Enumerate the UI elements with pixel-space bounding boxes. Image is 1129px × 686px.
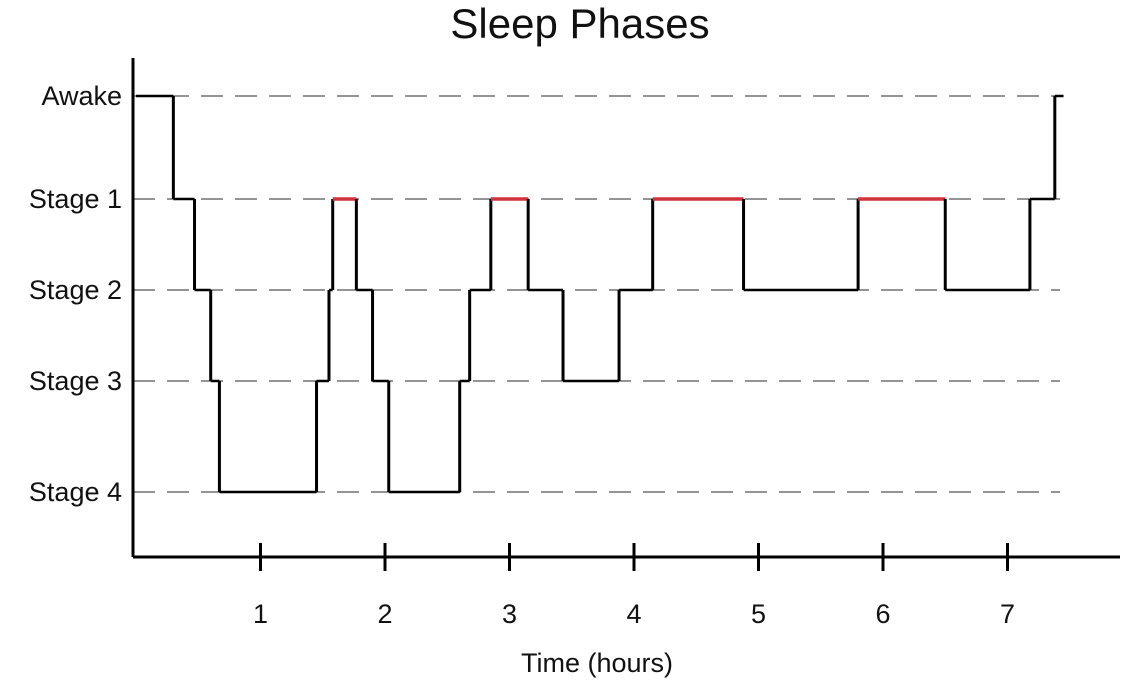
y-label-awake: Awake — [41, 81, 122, 111]
x-tick-label-6: 6 — [875, 599, 890, 629]
y-label-stage-1: Stage 1 — [29, 184, 122, 214]
x-axis-ticks: 1 2 3 4 5 6 7 — [253, 543, 1015, 629]
x-tick-label-3: 3 — [502, 599, 517, 629]
x-tick-label-5: 5 — [751, 599, 766, 629]
x-tick-label-4: 4 — [626, 599, 641, 629]
y-label-stage-3: Stage 3 — [29, 366, 122, 396]
y-label-stage-2: Stage 2 — [29, 275, 122, 305]
y-label-stage-4: Stage 4 — [29, 477, 122, 507]
axes — [131, 58, 1120, 559]
x-tick-label-1: 1 — [253, 599, 268, 629]
x-tick-label-2: 2 — [377, 599, 392, 629]
chart-title: Sleep Phases — [450, 0, 709, 47]
grid-lines — [133, 95, 1060, 493]
x-tick-label-7: 7 — [1000, 599, 1015, 629]
y-axis-labels: Awake Stage 1 Stage 2 Stage 3 Stage 4 — [29, 81, 122, 507]
sleep-stage-series — [136, 94, 1064, 494]
x-axis-title: Time (hours) — [521, 648, 673, 678]
